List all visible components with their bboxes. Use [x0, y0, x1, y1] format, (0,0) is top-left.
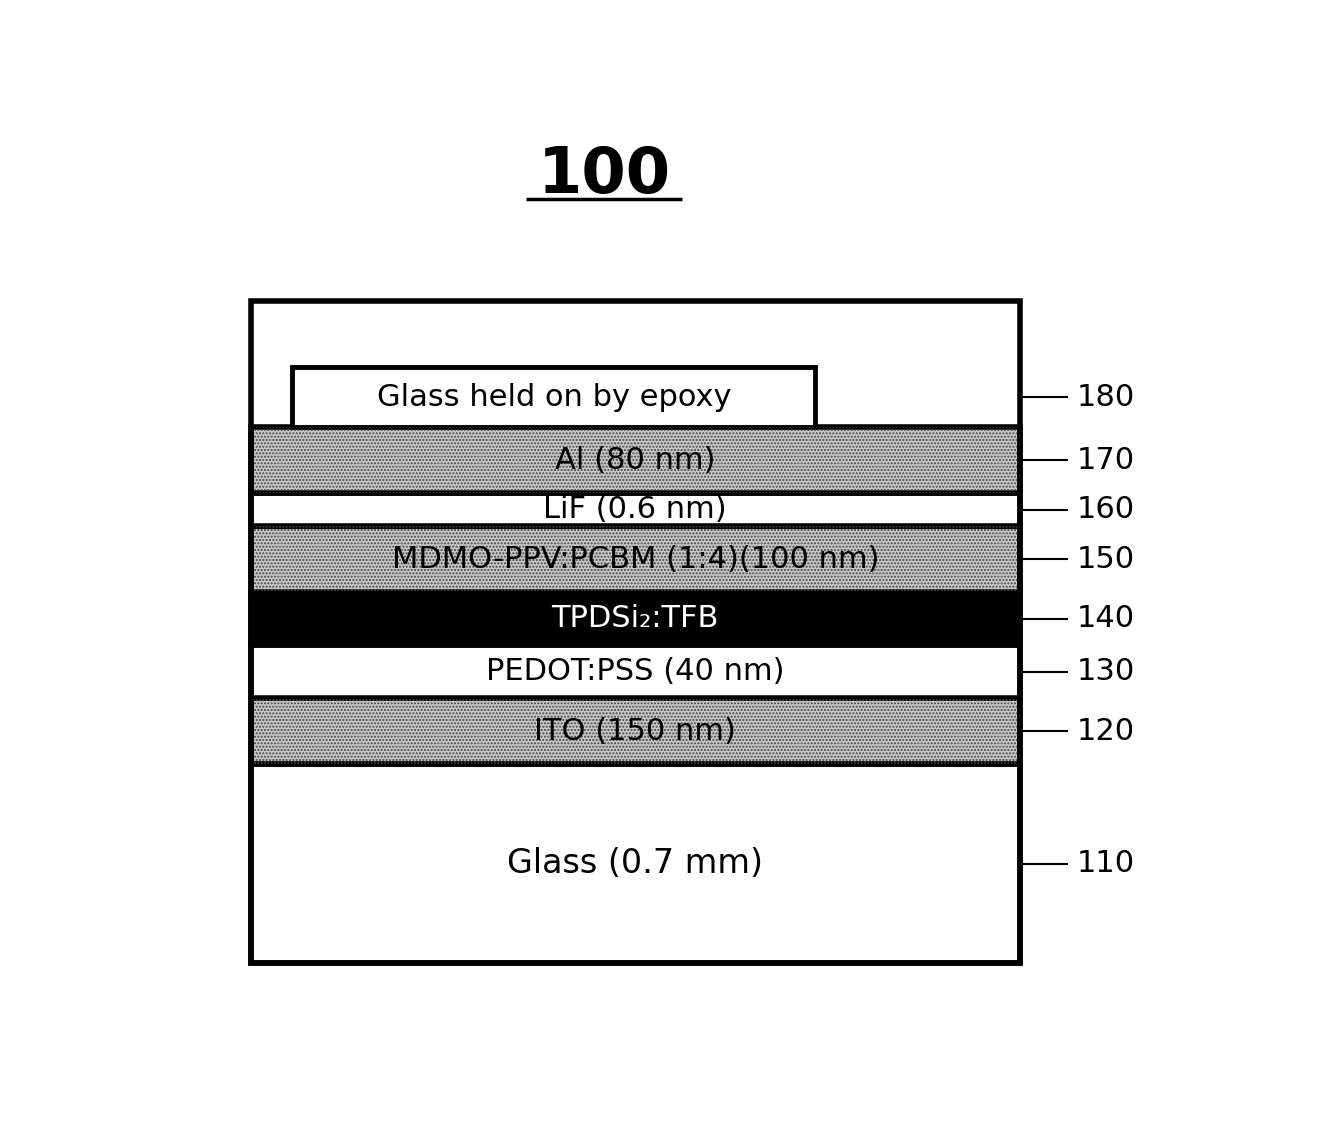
Bar [251, 426, 1019, 493]
Bar [251, 593, 1019, 646]
Text: PEDOT:PSS (40 nm): PEDOT:PSS (40 nm) [485, 657, 784, 687]
Bar [251, 426, 1019, 493]
Text: Al (80 nm): Al (80 nm) [555, 446, 716, 475]
Text: LiF (0.6 nm): LiF (0.6 nm) [543, 495, 727, 524]
Bar [251, 526, 1019, 593]
Text: 170: 170 [1077, 446, 1134, 475]
Text: 120: 120 [1077, 717, 1134, 746]
Text: MDMO-PPV:PCBM (1:4)(100 nm): MDMO-PPV:PCBM (1:4)(100 nm) [392, 545, 880, 573]
Text: Glass (0.7 mm): Glass (0.7 mm) [507, 847, 763, 880]
Bar [251, 301, 1019, 964]
Bar [251, 698, 1019, 765]
Bar [292, 368, 815, 426]
Bar [251, 765, 1019, 964]
Text: 130: 130 [1077, 657, 1136, 687]
Bar [251, 526, 1019, 593]
Text: ITO (150 nm): ITO (150 nm) [534, 717, 736, 746]
Text: 140: 140 [1077, 604, 1134, 633]
Bar [251, 646, 1019, 698]
Text: Glass held on by epoxy: Glass held on by epoxy [377, 382, 731, 412]
Bar [251, 698, 1019, 765]
Text: 180: 180 [1077, 382, 1136, 412]
Text: 110: 110 [1077, 849, 1134, 879]
Bar [251, 493, 1019, 526]
Text: 150: 150 [1077, 545, 1134, 573]
Text: 100: 100 [538, 144, 670, 206]
Text: 160: 160 [1077, 495, 1134, 524]
Text: TPDSi₂:TFB: TPDSi₂:TFB [551, 604, 719, 633]
